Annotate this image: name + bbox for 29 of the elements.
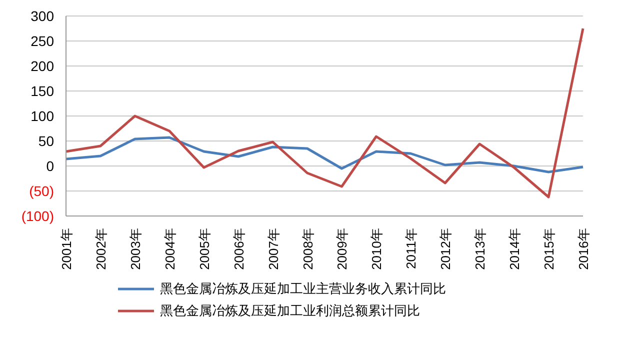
y-tick-label: 50 <box>38 133 54 149</box>
y-tick-label: (50) <box>29 183 54 199</box>
line-series <box>64 27 584 198</box>
legend-label: 黑色金属冶炼及压延加工业利润总额累计同比 <box>160 303 420 320</box>
x-tick-label: 2002年 <box>93 228 108 270</box>
y-tick-label: (100) <box>21 208 54 224</box>
y-tick-label: 250 <box>30 33 54 49</box>
x-tick-label: 2012年 <box>438 228 454 270</box>
y-tick-label: 300 <box>30 8 54 24</box>
x-tick-label: 2011年 <box>404 228 419 269</box>
y-tick-label: 150 <box>30 83 54 99</box>
x-tick-label: 2014年 <box>507 228 522 270</box>
x-tick-label: 2003年 <box>128 228 143 270</box>
x-tick-label: 2010年 <box>369 228 384 270</box>
y-tick-label: 0 <box>46 158 54 174</box>
x-tick-label: 2015年 <box>542 228 557 270</box>
x-tick-label: 2009年 <box>334 228 350 270</box>
x-tick-label: 2005年 <box>196 228 212 270</box>
x-tick-label: 2007年 <box>266 228 281 270</box>
line-series <box>64 136 584 174</box>
x-tick-label: 2004年 <box>162 228 178 270</box>
x-tick-label: 2013年 <box>472 228 488 270</box>
y-tick-label: 100 <box>30 108 54 124</box>
legend-label: 黑色金属冶炼及压延加工业主营业务收入累计同比 <box>160 281 446 298</box>
y-tick-label: 200 <box>30 58 54 74</box>
x-tick-label: 2001年 <box>59 228 74 270</box>
x-tick-label: 2008年 <box>300 228 316 270</box>
x-tick-label: 2016年 <box>576 228 591 270</box>
x-tick-label: 2006年 <box>231 228 246 270</box>
